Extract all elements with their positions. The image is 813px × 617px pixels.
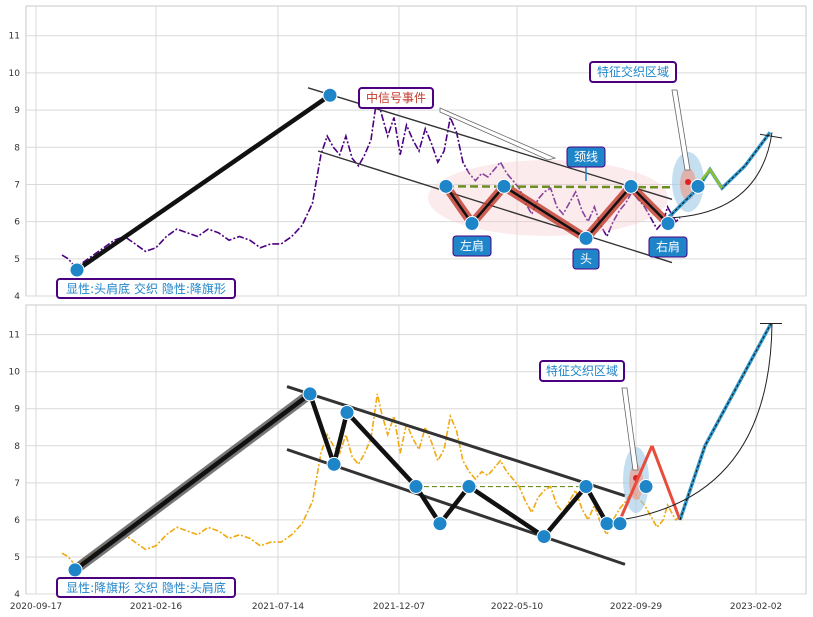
pattern-point-marker	[690, 178, 706, 194]
pattern-label-top: 显性:头肩底 交织 隐性:降旗形	[66, 281, 226, 296]
head-label: 头	[580, 252, 592, 266]
pattern-point-marker	[302, 386, 318, 402]
x-tick-label: 2023-02-02	[730, 602, 782, 612]
x-tick-label: 2020-09-17	[10, 602, 62, 612]
y-tick-label: 5	[14, 553, 20, 563]
top-panel: 4 5 6 7 8 9 10 11	[9, 5, 807, 302]
right-shoulder-label: 右肩	[656, 239, 680, 254]
pattern-point-marker	[612, 516, 628, 532]
projection-arc	[619, 323, 773, 521]
pattern-point-marker	[496, 178, 512, 194]
y-tick-label: 9	[14, 106, 20, 116]
projection-red-2	[618, 445, 654, 521]
pattern-point-marker	[578, 230, 594, 246]
pattern-point-marker	[339, 404, 355, 420]
signal-arrow	[439, 107, 557, 161]
pattern-point-marker	[578, 479, 594, 495]
projection-line-center	[679, 323, 772, 521]
price-series-line	[61, 393, 681, 566]
channel-lower-line	[317, 150, 673, 264]
neckline-label-box	[566, 146, 606, 168]
pattern-label-box-bottom	[56, 577, 236, 598]
channel-lower-line	[286, 448, 626, 566]
y-tick-label: 7	[14, 479, 20, 489]
y-tick-label: 6	[14, 516, 20, 526]
x-tick-label: 2021-07-14	[252, 602, 305, 612]
pattern-label-bottom: 显性:降旗形 交织 隐性:头肩底	[66, 580, 226, 595]
y-tick-label: 11	[9, 32, 20, 42]
pattern-point-marker	[536, 529, 552, 545]
pattern-point-marker	[599, 516, 615, 532]
y-tick-label: 6	[14, 218, 20, 228]
pattern-point-marker	[660, 216, 676, 231]
feature-arrow-bottom	[621, 387, 639, 471]
pattern-point-marker	[438, 178, 454, 194]
feature-dot	[685, 179, 691, 185]
projection-green	[697, 167, 724, 189]
pattern-point-marker	[638, 479, 654, 495]
y-tick-label: 9	[14, 405, 20, 415]
neckline	[445, 185, 673, 189]
pattern-point-marker	[623, 178, 639, 194]
hs-pattern-black	[444, 184, 669, 241]
signal-event-label: 中信号事件	[366, 90, 426, 105]
target-tick	[759, 133, 783, 139]
left-shoulder-label-box	[452, 235, 492, 257]
neckline-label: 颈线	[574, 150, 598, 164]
y-tick-label: 11	[9, 331, 20, 341]
x-tick-label: 2022-05-10	[491, 602, 544, 612]
y-tick-label: 8	[14, 442, 20, 452]
pattern-point-marker	[326, 456, 342, 472]
x-tick-label: 2021-12-07	[373, 602, 425, 612]
pattern-point-marker	[322, 87, 338, 103]
feature-zone-box-bottom	[539, 360, 625, 382]
y-tick-label: 4	[14, 590, 20, 600]
pattern-point-marker	[408, 479, 424, 495]
feature-zone-box-top	[589, 61, 677, 83]
y-tick-label: 7	[14, 180, 20, 190]
pattern-point-marker	[432, 516, 448, 532]
feature-arrow-top	[671, 89, 691, 171]
right-shoulder-label-box	[648, 236, 688, 258]
left-shoulder-label: 左肩	[460, 238, 484, 253]
pattern-point-marker	[67, 562, 83, 578]
plot-area	[25, 304, 807, 595]
plot-area	[25, 5, 807, 297]
pattern-point-marker	[69, 262, 85, 278]
top-annotations: 中信号事件 特征交织区域 颈线 左肩 头 右肩 显性:头肩底 交织 隐性:降旗形	[56, 61, 688, 299]
y-tick-label: 5	[14, 255, 20, 265]
x-tick-label: 2021-02-16	[130, 602, 183, 612]
bottom-annotations: 特征交织区域 显性:降旗形 交织 隐性:头肩底	[56, 360, 625, 598]
y-tick-label: 10	[9, 368, 21, 378]
pattern-label-box-top	[56, 278, 236, 299]
y-tick-label: 4	[14, 292, 20, 302]
channel-upper-line	[286, 385, 626, 498]
feature-zone-label-bottom: 特征交织区域	[546, 363, 618, 378]
projection-red	[650, 445, 682, 521]
x-tick-label: 2022-09-29	[610, 602, 663, 612]
head-label-box	[572, 248, 600, 270]
pattern-zone-ellipse	[428, 160, 668, 236]
pattern-point-marker	[461, 479, 477, 495]
signal-event-box	[358, 87, 434, 109]
x-axis: 2020-09-17 2021-02-16 2021-07-14 2021-12-07…	[10, 602, 782, 612]
pattern-point-marker	[464, 216, 480, 231]
y-tick-label: 8	[14, 143, 20, 153]
feature-zone-label-top: 特征交织区域	[597, 64, 669, 79]
trend-line	[75, 93, 332, 272]
y-tick-label: 10	[9, 69, 21, 79]
bottom-panel: 4 5 6 7 8 9 10 11	[9, 304, 807, 600]
projection-arc	[667, 132, 773, 219]
